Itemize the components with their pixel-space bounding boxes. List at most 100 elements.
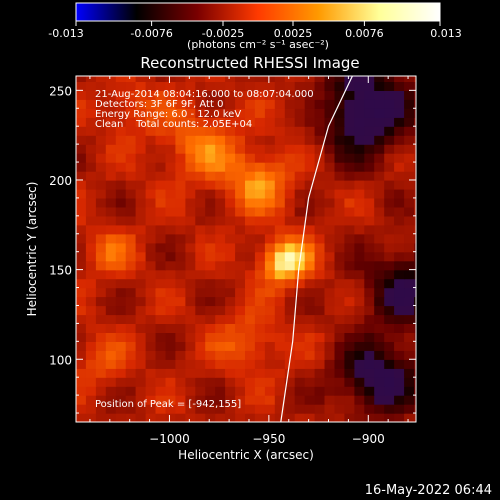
x-axis-label: Heliocentric X (arcsec) [178,448,314,462]
heatmap-cell [404,413,415,422]
heatmap-cell [195,144,206,154]
heatmap-cell [105,359,117,369]
heatmap-cell [394,144,405,154]
heatmap-cell [394,188,405,199]
heatmap-cell [235,117,246,127]
heatmap-cell [414,108,416,118]
heatmap-cell [155,126,166,136]
heatmap-cell [294,153,306,163]
heatmap-cell [264,224,276,235]
heatmap-cell [264,368,276,378]
heatmap-cell [195,341,206,351]
heatmap-cell [125,76,137,82]
heatmap-cell [195,215,206,226]
heatmap-cell [115,206,127,217]
heatmap-cell [304,81,316,91]
heatmap-cell [215,144,226,154]
heatmap-cell [195,76,206,82]
heatmap-cell [364,171,375,181]
heatmap-cell [225,386,236,396]
heatmap-cell [225,359,236,369]
heatmap-cell [235,108,246,118]
heatmap-cell [205,413,216,422]
heatmap-cell [404,251,415,262]
heatmap-cell [185,144,196,154]
heatmap-cell [165,224,176,235]
heatmap-cell [235,332,246,342]
heatmap-cell [76,135,87,145]
heatmap-cell [76,413,87,422]
heatmap-cell [404,108,415,118]
heatmap-cell [155,233,166,244]
heatmap-cell [85,153,97,163]
heatmap-cell [304,386,316,396]
heatmap-cell [384,76,395,82]
heatmap-cell [165,314,176,324]
heatmap-cell [175,260,186,271]
heatmap-cell [125,386,137,396]
heatmap-cell [175,332,186,342]
heatmap-cell [76,287,87,298]
heatmap-cell [175,117,186,127]
heatmap-cell [115,332,127,342]
solar-limb-line [280,76,353,422]
heatmap-cell [294,332,306,342]
heatmap-cell [245,206,256,217]
heatmap-cell [374,314,385,324]
heatmap-cell [185,135,196,145]
heatmap-cell [364,153,375,163]
heatmap-cell [185,180,196,190]
heatmap-cell [384,323,395,333]
heatmap-cell [195,377,206,387]
heatmap-cell [334,386,345,396]
heatmap-cell [404,242,415,253]
heatmap-cell [85,99,97,109]
heatmap-cell [125,99,137,109]
heatmap-cell [245,368,256,378]
heatmap-cell [76,251,87,262]
heatmap-cell [195,90,206,100]
heatmap-cell [384,305,395,316]
heatmap-cell [384,135,395,145]
heatmap-cell [354,224,365,235]
heatmap-cell [314,305,326,316]
heatmap-cell [135,359,147,369]
heatmap-cell [274,197,286,208]
heatmap-cell [135,314,147,324]
colorbar-gradient [75,2,441,22]
heatmap-cell [384,108,395,118]
heatmap-cell [334,341,345,351]
heatmap-cell [145,314,157,324]
heatmap-cell [374,144,385,154]
heatmap-cell [344,144,355,154]
heatmap-cell [364,332,375,342]
heatmap-cell [254,377,266,387]
heatmap-cell [284,404,296,414]
heatmap-cell [125,287,137,298]
heatmap-cell [404,188,415,199]
heatmap-cell [334,108,345,118]
heatmap-cell [135,368,147,378]
heatmap-cell [254,260,266,271]
heatmap-cell [394,171,405,181]
heatmap-cell [165,368,176,378]
heatmap-cell [215,269,226,280]
heatmap-cell [334,171,345,181]
heatmap-cell [254,314,266,324]
heatmap-cell [205,180,216,190]
heatmap-cell [264,341,276,351]
heatmap-cell [95,197,107,208]
heatmap-cell [264,188,276,199]
heatmap-cell [404,314,415,324]
heatmap-cell [394,153,405,163]
heatmap-cell [85,117,97,127]
heatmap-cell [76,323,87,333]
heatmap-cell [314,386,326,396]
heatmap-cell [135,323,147,333]
heatmap-cell [374,251,385,262]
heatmap-cell [374,76,385,82]
heatmap-cell [384,117,395,127]
heatmap-cell [334,332,345,342]
heatmap-cell [165,287,176,298]
heatmap-cell [85,332,97,342]
